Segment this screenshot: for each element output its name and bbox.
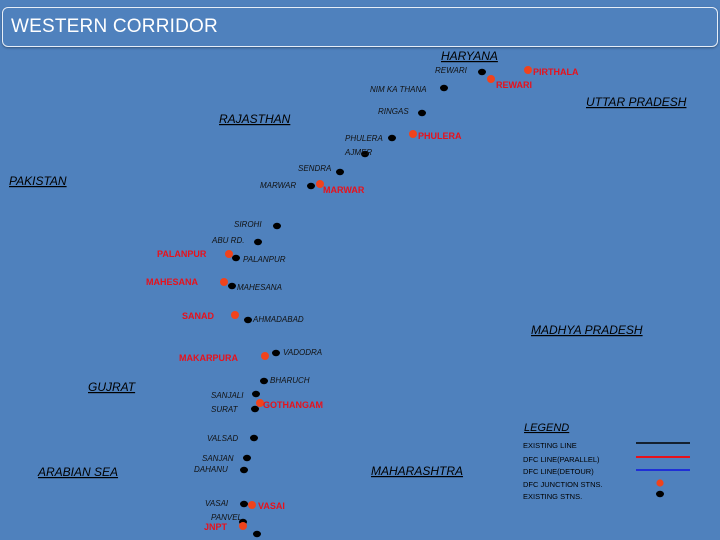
- legend-label-existing-stns: EXISTING STNS.: [523, 492, 582, 501]
- region-haryana: HARYANA: [441, 49, 498, 63]
- junction-label-makarpura: MAKARPURA: [179, 353, 238, 363]
- station-dot-nim-ka-thana[interactable]: [440, 84, 448, 92]
- junction-dot-palanpur[interactable]: [225, 250, 233, 258]
- legend-label-dfc-junction: DFC JUNCTION STNS.: [523, 480, 603, 489]
- region-rajasthan: RAJASTHAN: [219, 112, 291, 126]
- station-label-sanjali: SANJALI: [211, 391, 244, 400]
- junction-label-pirthala: PIRTHALA: [533, 67, 579, 77]
- station-dot-ajmer[interactable]: [361, 150, 369, 158]
- junction-dot-marwar[interactable]: [316, 180, 324, 188]
- station-dot-sendra[interactable]: [336, 168, 344, 176]
- station-label-rewari: REWARI: [435, 66, 468, 75]
- junction-dot-jnpt[interactable]: [239, 522, 247, 530]
- station-dot-surat[interactable]: [251, 405, 259, 413]
- station-label-ringas: RINGAS: [378, 107, 409, 116]
- station-dot-sanjali[interactable]: [252, 390, 260, 398]
- existing-stations: REWARI NIM KA THANA RINGAS PHULERA AJMER…: [194, 66, 486, 538]
- station-dot-vasai[interactable]: [240, 500, 248, 508]
- junction-dot-gothangam[interactable]: [256, 399, 264, 407]
- region-pakistan: PAKISTAN: [9, 174, 67, 188]
- junction-dot-sanad[interactable]: [231, 311, 239, 319]
- station-label-mahesana: MAHESANA: [237, 283, 282, 292]
- station-dot-palanpur[interactable]: [232, 254, 240, 262]
- station-label-palanpur: PALANPUR: [243, 255, 286, 264]
- page-title: WESTERN CORRIDOR: [11, 16, 218, 37]
- station-dot-mahesana[interactable]: [228, 282, 236, 290]
- station-label-marwar: MARWAR: [260, 181, 296, 190]
- junction-label-phulera: PHULERA: [418, 131, 462, 141]
- legend-swatch-dfc-junction: [656, 479, 664, 487]
- station-label-surat: SURAT: [211, 405, 239, 414]
- station-label-ajmer: AJMER: [344, 148, 372, 157]
- station-dot-ahmadabad[interactable]: [244, 316, 252, 324]
- station-dot-sirohi[interactable]: [273, 222, 281, 230]
- station-label-sirohi: SIROHI: [234, 220, 262, 229]
- region-uttar-pradesh: UTTAR PRADESH: [586, 95, 687, 109]
- station-label-abu-rd: ABU RD.: [211, 236, 244, 245]
- station-dot-sanjan[interactable]: [243, 454, 251, 462]
- station-label-dahanu: DAHANU: [194, 465, 228, 474]
- station-label-phulera: PHULERA: [345, 134, 383, 143]
- dfc-junctions: PIRTHALA REWARI PHULERA MARWAR PALANPUR …: [146, 66, 579, 532]
- station-label-ahmadabad: AHMADABAD: [252, 315, 304, 324]
- station-dot-jnpt-existing[interactable]: [253, 530, 261, 538]
- station-label-panvel: PANVEL: [211, 513, 242, 522]
- station-label-vadodra: VADODRA: [283, 348, 322, 357]
- legend-label-existing-line: EXISTING LINE: [523, 441, 577, 450]
- junction-dot-rewari[interactable]: [487, 75, 495, 83]
- legend-label-dfc-parallel: DFC LINE(PARALLEL): [523, 455, 600, 464]
- station-label-bharuch: BHARUCH: [270, 376, 310, 385]
- station-dot-ringas[interactable]: [418, 109, 426, 117]
- station-label-valsad: VALSAD: [207, 434, 238, 443]
- junction-dot-makarpura[interactable]: [261, 352, 269, 360]
- station-dot-valsad[interactable]: [250, 434, 258, 442]
- junction-label-vasai: VASAI: [258, 501, 285, 511]
- station-dot-marwar[interactable]: [307, 182, 315, 190]
- legend: LEGEND EXISTING LINE DFC LINE(PARALLEL) …: [523, 422, 690, 501]
- title-bar: WESTERN CORRIDOR: [2, 7, 718, 47]
- junction-label-sanad: SANAD: [182, 311, 215, 321]
- station-dot-abu-rd[interactable]: [254, 238, 262, 246]
- station-dot-dahanu[interactable]: [240, 466, 248, 474]
- junction-dot-phulera[interactable]: [409, 130, 417, 138]
- region-arabian-sea: ARABIAN SEA: [37, 465, 118, 479]
- junction-label-jnpt: JNPT: [204, 522, 228, 532]
- legend-title: LEGEND: [524, 422, 569, 434]
- station-dot-rewari[interactable]: [478, 68, 486, 76]
- station-label-nim-ka-thana: NIM KA THANA: [370, 85, 427, 94]
- junction-label-marwar: MARWAR: [323, 185, 365, 195]
- station-label-sanjan: SANJAN: [202, 454, 234, 463]
- junction-dot-pirthala[interactable]: [524, 66, 532, 74]
- junction-label-palanpur: PALANPUR: [157, 249, 207, 259]
- junction-label-gothangam: GOTHANGAM: [263, 400, 323, 410]
- junction-label-mahesana: MAHESANA: [146, 277, 199, 287]
- station-dot-bharuch[interactable]: [260, 377, 268, 385]
- station-label-vasai: VASAI: [205, 499, 229, 508]
- legend-swatch-existing-stns: [656, 490, 664, 498]
- region-madhya-pradesh: MADHYA PRADESH: [531, 323, 643, 337]
- legend-label-dfc-detour: DFC LINE(DETOUR): [523, 467, 594, 476]
- station-dot-phulera[interactable]: [388, 134, 396, 142]
- station-dot-vadodra[interactable]: [272, 349, 280, 357]
- junction-dot-vasai[interactable]: [248, 501, 256, 509]
- junction-label-rewari: REWARI: [496, 80, 532, 90]
- station-label-sendra: SENDRA: [298, 164, 331, 173]
- region-maharashtra: MAHARASHTRA: [371, 464, 463, 478]
- junction-dot-mahesana[interactable]: [220, 278, 228, 286]
- region-gujrat: GUJRAT: [88, 380, 137, 394]
